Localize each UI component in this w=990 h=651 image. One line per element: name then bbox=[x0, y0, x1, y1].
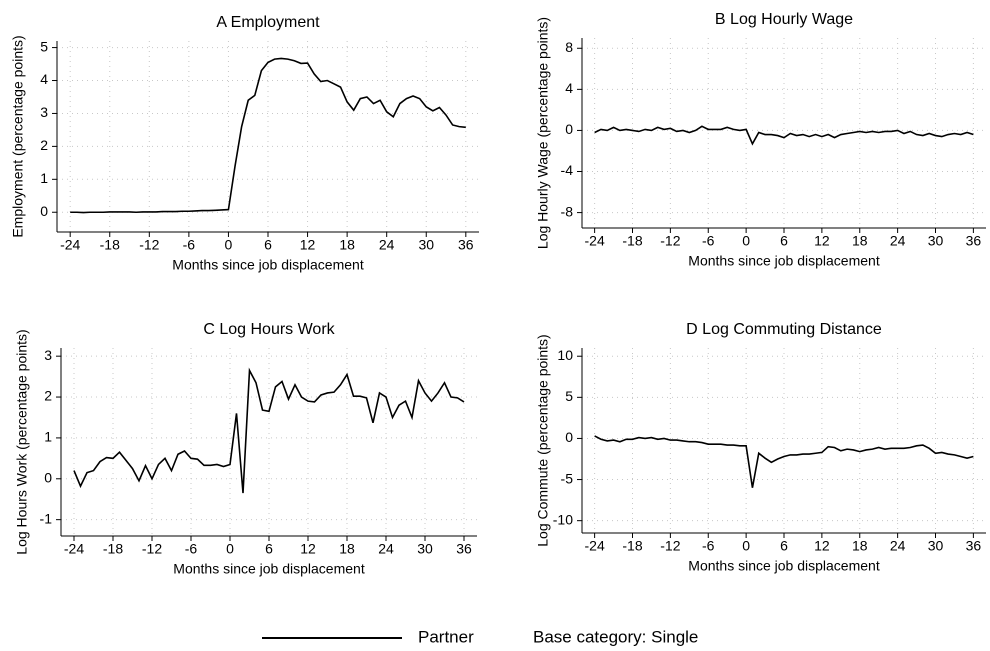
x-tick-label: 12 bbox=[300, 541, 316, 557]
y-tick-label: -10 bbox=[553, 511, 573, 527]
chart-title: D Log Commuting Distance bbox=[686, 321, 882, 338]
y-tick-label: 0 bbox=[40, 203, 48, 219]
y-tick-label: 10 bbox=[557, 347, 573, 363]
x-tick-label: -12 bbox=[660, 538, 680, 554]
x-tick-label: -18 bbox=[622, 538, 642, 554]
x-tick-label: -6 bbox=[183, 237, 196, 253]
x-tick-label: -12 bbox=[660, 233, 680, 249]
x-tick-label: 12 bbox=[300, 237, 316, 253]
x-tick-label: -24 bbox=[585, 538, 605, 554]
x-axis-label: Months since job displacement bbox=[173, 561, 365, 577]
y-tick-label: 1 bbox=[44, 429, 52, 445]
x-tick-label: 36 bbox=[458, 237, 474, 253]
y-axis-label: Log Hours Work (percentage points) bbox=[14, 329, 30, 554]
x-tick-label: 18 bbox=[339, 237, 355, 253]
y-tick-label: 1 bbox=[40, 170, 48, 186]
x-tick-label: -12 bbox=[142, 541, 162, 557]
x-tick-label: 36 bbox=[456, 541, 472, 557]
x-tick-label: 18 bbox=[852, 233, 868, 249]
y-tick-label: 2 bbox=[44, 388, 52, 404]
y-tick-label: 5 bbox=[565, 388, 573, 404]
y-tick-label: 3 bbox=[40, 104, 48, 120]
chart-title: B Log Hourly Wage bbox=[715, 11, 853, 28]
x-tick-label: -6 bbox=[702, 538, 715, 554]
x-tick-label: -18 bbox=[100, 237, 120, 253]
x-tick-label: 24 bbox=[890, 538, 906, 554]
y-tick-label: 5 bbox=[40, 38, 48, 54]
x-tick-label: 6 bbox=[780, 538, 788, 554]
x-tick-label: 30 bbox=[928, 233, 944, 249]
y-tick-label: 0 bbox=[565, 429, 573, 445]
x-tick-label: -18 bbox=[622, 233, 642, 249]
x-tick-label: -24 bbox=[60, 237, 80, 253]
y-tick-label: 3 bbox=[44, 347, 52, 363]
y-tick-label: 0 bbox=[565, 121, 573, 137]
y-tick-label: -8 bbox=[561, 203, 574, 219]
chart-title: C Log Hours Work bbox=[203, 321, 335, 338]
x-tick-label: -24 bbox=[64, 541, 84, 557]
x-tick-label: 6 bbox=[264, 237, 272, 253]
x-tick-label: 30 bbox=[418, 237, 434, 253]
x-tick-label: 0 bbox=[225, 237, 233, 253]
y-tick-label: 8 bbox=[565, 39, 573, 55]
x-tick-label: 30 bbox=[928, 538, 944, 554]
y-tick-label: 4 bbox=[40, 71, 48, 87]
x-tick-label: 18 bbox=[852, 538, 868, 554]
x-tick-label: 0 bbox=[742, 233, 750, 249]
x-tick-label: 6 bbox=[265, 541, 273, 557]
x-axis-label: Months since job displacement bbox=[172, 257, 364, 273]
x-tick-label: -18 bbox=[103, 541, 123, 557]
y-tick-label: 0 bbox=[44, 469, 52, 485]
data-line bbox=[594, 435, 974, 488]
x-tick-label: -6 bbox=[185, 541, 198, 557]
legend-label: Partner bbox=[418, 627, 474, 646]
x-tick-label: 36 bbox=[966, 233, 982, 249]
x-axis-label: Months since job displacement bbox=[688, 558, 880, 574]
x-axis-label: Months since job displacement bbox=[688, 253, 880, 269]
y-tick-label: -4 bbox=[561, 162, 574, 178]
y-axis-label: Log Commute (percentage points) bbox=[535, 334, 551, 546]
x-tick-label: 12 bbox=[814, 538, 830, 554]
y-tick-label: 4 bbox=[565, 80, 573, 96]
x-tick-label: 24 bbox=[379, 237, 395, 253]
x-tick-label: -12 bbox=[139, 237, 159, 253]
y-tick-label: 2 bbox=[40, 137, 48, 153]
x-tick-label: 24 bbox=[890, 233, 906, 249]
data-line bbox=[70, 57, 466, 214]
y-axis-label: Employment (percentage points) bbox=[10, 35, 26, 237]
chart-title: A Employment bbox=[216, 14, 320, 31]
x-tick-label: 36 bbox=[966, 538, 982, 554]
x-tick-label: -24 bbox=[585, 233, 605, 249]
x-tick-label: 6 bbox=[780, 233, 788, 249]
y-tick-label: -1 bbox=[40, 510, 53, 526]
y-axis-label: Log Hourly Wage (percentage points) bbox=[535, 17, 551, 249]
data-line bbox=[594, 125, 974, 146]
x-tick-label: 0 bbox=[226, 541, 234, 557]
x-tick-label: 0 bbox=[742, 538, 750, 554]
y-tick-label: -5 bbox=[561, 470, 574, 486]
x-tick-label: 24 bbox=[378, 541, 394, 557]
x-tick-label: 18 bbox=[339, 541, 355, 557]
x-tick-label: 12 bbox=[814, 233, 830, 249]
x-tick-label: -6 bbox=[702, 233, 715, 249]
legend-note: Base category: Single bbox=[533, 627, 698, 646]
x-tick-label: 30 bbox=[417, 541, 433, 557]
data-line bbox=[73, 367, 465, 494]
